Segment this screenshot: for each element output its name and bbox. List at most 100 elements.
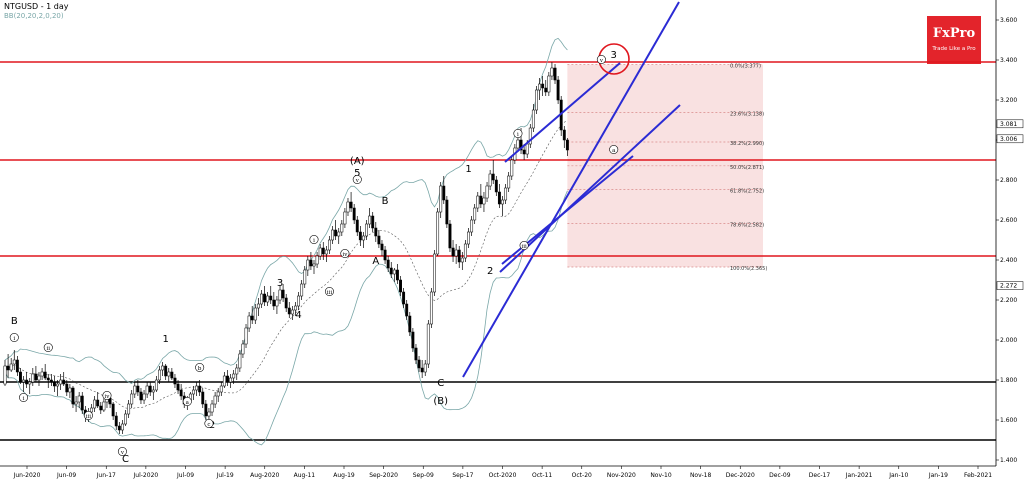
x-tick-label: Oct-20: [572, 472, 592, 479]
candle-body: [278, 289, 282, 301]
x-tick-label: Oct-11: [532, 472, 552, 479]
candle-body: [442, 185, 446, 201]
wave-label: 3: [611, 50, 617, 61]
wave-circle: [309, 235, 319, 245]
candle-body: [395, 269, 399, 281]
wave-circle: [9, 332, 19, 342]
wave-label: B: [11, 316, 18, 327]
fib-label: 38.2%(2.990): [730, 141, 764, 147]
wave-circle: [182, 396, 192, 406]
candle-body: [226, 375, 229, 383]
wave-circle: [596, 54, 606, 64]
candle-body: [232, 373, 236, 379]
candle-body: [497, 191, 501, 205]
candle-body: [392, 269, 396, 275]
wave-circled-label: iv: [105, 394, 111, 400]
candle-body: [361, 235, 365, 241]
y-tick-label: 2.000: [1000, 337, 1017, 344]
wave-circled-label: i: [13, 336, 15, 342]
fib-label: 61.8%(2.752): [730, 189, 764, 195]
fib-label: 0.0%(3.377): [730, 64, 761, 70]
wave-circle: [352, 175, 362, 185]
candle-body: [522, 149, 526, 155]
candle-body: [117, 425, 121, 431]
x-tick-label: Jan-10: [888, 472, 908, 479]
candle-body: [90, 407, 93, 413]
wave-label: 1: [465, 164, 471, 175]
candle-body: [510, 159, 514, 177]
candle-body: [210, 403, 214, 413]
fib-label: 78.6%(2.582): [730, 223, 764, 229]
candle-body: [37, 375, 41, 381]
candle-body: [547, 75, 551, 93]
candle-body: [355, 219, 359, 233]
y-tick-label: 3.400: [1000, 57, 1017, 64]
candle-body: [154, 379, 158, 391]
candle-body: [315, 255, 319, 265]
candle-body: [414, 347, 418, 361]
candle-body: [216, 391, 220, 397]
trendline: [499, 104, 681, 273]
candlesticks: [3, 62, 569, 434]
candle-body: [31, 373, 35, 383]
x-tick-label: Sep-2020: [369, 472, 398, 479]
candle-body: [198, 385, 202, 393]
candle-body: [28, 381, 32, 385]
wave-circle: [43, 342, 53, 352]
candle-body: [389, 267, 393, 275]
candle-body: [192, 389, 195, 395]
candle-body: [439, 185, 443, 213]
wave-circled-label: iii: [86, 414, 92, 420]
candle-body: [423, 363, 427, 373]
candle-body: [476, 195, 480, 209]
candle-body: [300, 283, 304, 297]
candle-body: [334, 229, 338, 237]
candle-body: [74, 401, 78, 405]
candle-body: [151, 389, 155, 393]
candle-body: [15, 359, 19, 373]
candle-body: [238, 353, 242, 369]
candle-body: [550, 67, 554, 77]
candle-body: [294, 305, 297, 311]
candle-body: [488, 173, 492, 187]
candle-body: [318, 247, 322, 257]
candle-body: [114, 415, 118, 427]
wave-circled-label: v: [599, 58, 604, 64]
candle-body: [80, 395, 84, 411]
x-tick-label: Aug-2020: [250, 472, 279, 479]
candle-body: [405, 303, 409, 317]
logo-name: FxPro: [932, 26, 976, 41]
wave-circled-label: iii: [521, 244, 527, 250]
candle-body: [448, 223, 452, 249]
candle-body: [260, 293, 263, 305]
candle-body: [139, 391, 143, 401]
candle-body: [556, 79, 560, 101]
candle-body: [383, 249, 387, 261]
candle-body: [40, 371, 44, 377]
candle-body: [77, 395, 81, 403]
candle-body: [402, 291, 406, 305]
candle-body: [433, 253, 436, 293]
wave-circled-label: b: [198, 366, 202, 372]
candle-body: [485, 185, 489, 199]
candle-body: [256, 303, 260, 309]
candle-body: [535, 89, 538, 111]
candle-body: [331, 229, 334, 241]
candle-body: [272, 299, 276, 307]
candle-body: [46, 377, 50, 381]
wave-label: 5: [354, 168, 360, 179]
candle-body: [6, 365, 10, 371]
candle-body: [213, 395, 217, 405]
candle-body: [167, 371, 171, 377]
candle-body: [420, 367, 424, 373]
wave-circle: [195, 362, 205, 372]
x-tick-label: Feb-2021: [964, 472, 992, 479]
bollinger-mid: [4, 120, 568, 410]
wave-circled-label: i: [23, 396, 25, 402]
price-marker-box: [996, 281, 1024, 290]
x-tick-label: Jun-17: [96, 472, 116, 479]
candle-body: [374, 227, 378, 237]
price-marker-box: [996, 119, 1024, 129]
candle-body: [201, 391, 205, 405]
candle-body: [516, 139, 520, 149]
